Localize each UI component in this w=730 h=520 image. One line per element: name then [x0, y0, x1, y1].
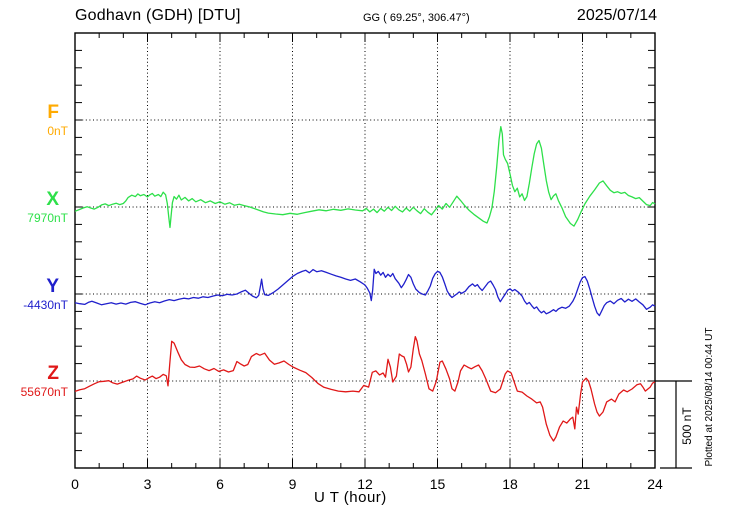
channel-baseline-y: -4430nT [23, 298, 68, 312]
scale-bar-label: 500 nT [680, 407, 694, 445]
channel-baseline-f: 0nT [47, 124, 68, 138]
x-tick-labels: 0 3 6 9 12 15 18 21 24 [71, 476, 663, 492]
channel-letter-y: Y [46, 276, 59, 297]
geo-coordinates: GG ( 69.25°, 306.47°) [363, 12, 470, 24]
x-tick-label: 9 [289, 476, 297, 492]
x-tick-label: 15 [430, 476, 446, 492]
x-tick-label: 6 [216, 476, 224, 492]
station-title: Godhavn (GDH) [DTU] [75, 7, 241, 24]
axis-ticks [74, 33, 656, 468]
trace-y [74, 268, 656, 317]
scale-bar [655, 380, 692, 469]
plot-date: 2025/07/14 [576, 7, 657, 24]
x-tick-label: 12 [357, 476, 373, 492]
x-tick-label: 24 [647, 476, 663, 492]
channel-label-y: Y -4430nT [0, 277, 68, 312]
channel-letter-z: Z [47, 363, 59, 384]
channel-label-x: X 7970nT [0, 190, 68, 225]
x-tick-label: 0 [71, 476, 79, 492]
plotted-at-note: Plotted at 2025/08/14 00:44 UT [704, 328, 715, 467]
channel-letter-x: X [46, 189, 59, 210]
trace-z [74, 335, 656, 442]
channel-label-f: F 0nT [0, 103, 68, 138]
trace-x [74, 125, 656, 229]
channel-label-z: Z 55670nT [0, 364, 68, 399]
x-tick-label: 18 [502, 476, 518, 492]
x-tick-label: 21 [575, 476, 591, 492]
channel-baseline-z: 55670nT [20, 385, 68, 399]
gridlines [75, 33, 655, 468]
channel-letter-f: F [47, 102, 59, 123]
channel-baseline-x: 7970nT [27, 211, 68, 225]
x-tick-label: 3 [144, 476, 152, 492]
traces [74, 125, 656, 442]
x-axis-title: U T (hour) [314, 489, 387, 506]
